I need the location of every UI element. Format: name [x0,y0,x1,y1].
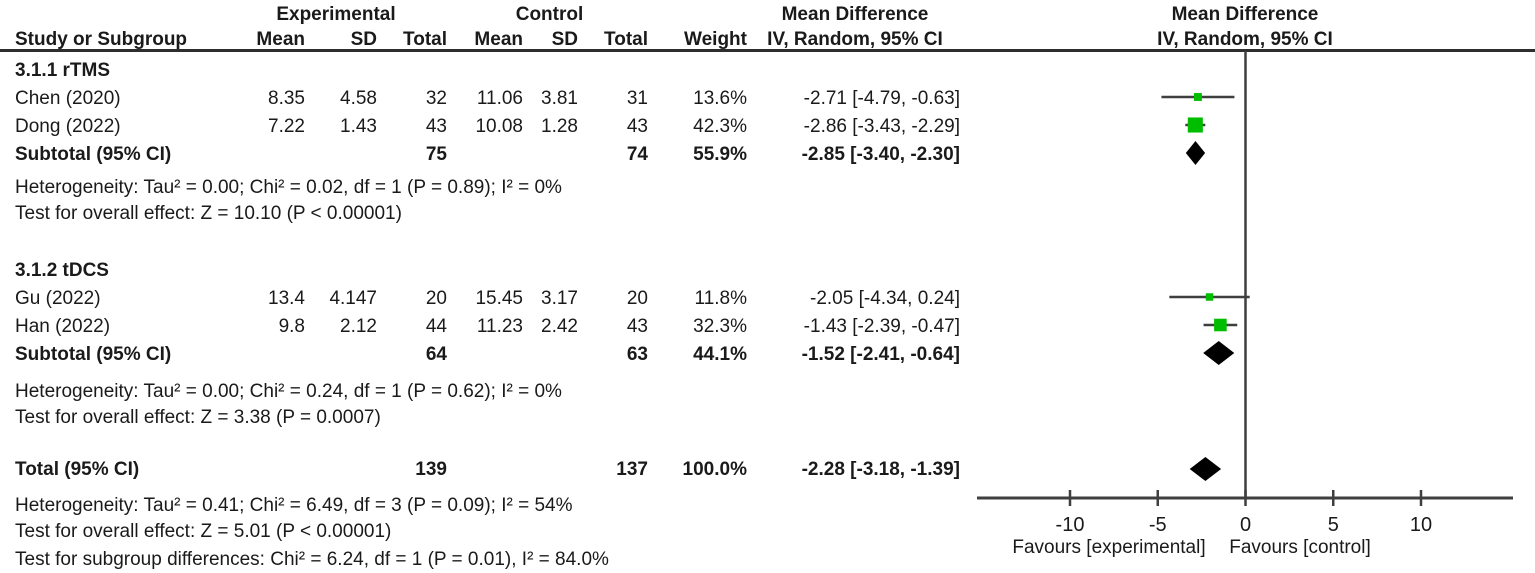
weight: 42.3% [693,116,747,137]
exp-sd: 4.58 [340,88,377,109]
exp-sd: 4.147 [329,288,377,309]
total-row: Total (95% CI) 139 137 100.0% -2.28 [-3.… [0,456,1535,484]
ctl-mean: 15.45 [475,288,523,309]
control-group-header: Control [515,4,584,25]
heterogeneity-text: Heterogeneity: Tau² = 0.00; Chi² = 0.24,… [15,381,562,402]
study-row-chen: Chen (2020) 8.35 4.58 32 11.06 3.81 31 1… [0,85,1535,113]
col-header-ctl-mean: Mean [474,29,523,50]
column-header-row: Study or Subgroup Mean SD Total Mean SD … [0,26,1535,54]
subgroup-header-tdcs: 3.1.2 tDCS [0,257,1535,285]
group-header-row: Experimental Control Mean Difference Mea… [0,1,1535,29]
exp-total: 44 [425,316,447,337]
ci-text: -2.05 [-4.34, 0.24] [810,288,960,309]
overall-effect-line-total: Test for overall effect: Z = 5.01 (P < 0… [0,518,1535,546]
exp-mean: 9.8 [278,316,305,337]
ci-text: -1.43 [-2.39, -0.47] [803,316,960,337]
study-row-dong: Dong (2022) 7.22 1.43 43 10.08 1.28 43 4… [0,113,1535,141]
subgroup-differences-text: Test for subgroup differences: Chi² = 6.… [15,549,609,570]
study-label: Chen (2020) [15,88,121,109]
exp-mean: 8.35 [268,88,305,109]
study-row-gu: Gu (2022) 13.4 4.147 20 15.45 3.17 20 11… [0,285,1535,313]
overall-effect-text: Test for overall effect: Z = 10.10 (P < … [15,203,402,224]
ctl-total: 31 [626,88,648,109]
heterogeneity-text: Heterogeneity: Tau² = 0.41; Chi² = 6.49,… [15,495,573,516]
ctl-sd: 1.28 [541,116,578,137]
heterogeneity-text: Heterogeneity: Tau² = 0.00; Chi² = 0.02,… [15,177,562,198]
subtotal-label: Subtotal (95% CI) [15,144,172,165]
ctl-total: 63 [626,344,648,365]
heterogeneity-line-total: Heterogeneity: Tau² = 0.41; Chi² = 6.49,… [0,492,1535,520]
exp-total: 75 [425,144,447,165]
ci-text: -2.28 [-3.18, -1.39] [801,459,960,480]
weight: 44.1% [693,344,747,365]
col-header-study: Study or Subgroup [15,29,188,50]
exp-total: 139 [415,459,447,480]
subgroup-differences-line: Test for subgroup differences: Chi² = 6.… [0,546,1535,573]
exp-total: 32 [425,88,447,109]
col-header-method-stats: IV, Random, 95% CI [767,29,943,50]
mean-difference-header-plot: Mean Difference [1171,4,1319,25]
col-header-ctl-sd: SD [551,29,578,50]
mean-difference-header-stats: Mean Difference [781,4,929,25]
col-header-weight: Weight [684,29,747,50]
exp-total: 20 [425,288,447,309]
col-header-exp-total: Total [403,29,447,50]
study-row-han: Han (2022) 9.8 2.12 44 11.23 2.42 43 32.… [0,313,1535,341]
subgroup-label: 3.1.1 rTMS [15,60,111,81]
study-label: Dong (2022) [15,116,121,137]
ctl-sd: 3.17 [541,288,578,309]
ci-text: -1.52 [-2.41, -0.64] [801,344,960,365]
favours-control-label: Favours [control] [1229,537,1371,558]
exp-total: 43 [425,116,447,137]
study-label: Gu (2022) [15,288,101,309]
ctl-total: 74 [626,144,648,165]
col-header-exp-mean: Mean [256,29,305,50]
heterogeneity-line-rtms: Heterogeneity: Tau² = 0.00; Chi² = 0.02,… [0,174,1535,202]
weight: 32.3% [693,316,747,337]
ctl-mean: 11.23 [476,316,523,337]
weight: 11.8% [694,288,747,309]
overall-effect-text: Test for overall effect: Z = 3.38 (P = 0… [15,407,381,428]
col-header-exp-sd: SD [350,29,377,50]
col-header-ctl-total: Total [604,29,648,50]
subtotal-row-rtms: Subtotal (95% CI) 75 74 55.9% -2.85 [-3.… [0,141,1535,169]
exp-sd: 2.12 [340,316,377,337]
subtotal-label: Subtotal (95% CI) [15,344,172,365]
exp-total: 64 [425,344,447,365]
header-divider-line [0,49,1535,52]
heterogeneity-line-tdcs: Heterogeneity: Tau² = 0.00; Chi² = 0.24,… [0,378,1535,406]
weight: 100.0% [682,459,747,480]
ci-text: -2.85 [-3.40, -2.30] [801,144,960,165]
col-header-method-plot: IV, Random, 95% CI [1157,29,1333,50]
exp-sd: 1.43 [340,116,377,137]
overall-effect-text: Test for overall effect: Z = 5.01 (P < 0… [15,521,392,542]
total-label: Total (95% CI) [15,459,140,480]
ci-text: -2.86 [-3.43, -2.29] [803,116,960,137]
overall-effect-line-tdcs: Test for overall effect: Z = 3.38 (P = 0… [0,404,1535,432]
ctl-total: 43 [626,316,648,337]
exp-mean: 7.22 [268,116,305,137]
subgroup-label: 3.1.2 tDCS [15,260,109,281]
ctl-mean: 10.08 [475,116,523,137]
ctl-sd: 2.42 [541,316,578,337]
ctl-sd: 3.81 [541,88,578,109]
overall-effect-line-rtms: Test for overall effect: Z = 10.10 (P < … [0,200,1535,228]
subtotal-row-tdcs: Subtotal (95% CI) 64 63 44.1% -1.52 [-2.… [0,341,1535,369]
exp-mean: 13.4 [268,288,305,309]
experimental-group-header: Experimental [276,4,396,25]
weight: 13.6% [693,88,747,109]
weight: 55.9% [693,144,747,165]
subgroup-header-rtms: 3.1.1 rTMS [0,57,1535,85]
ctl-mean: 11.06 [476,88,523,109]
favours-experimental-label: Favours [experimental] [1012,537,1206,558]
study-label: Han (2022) [15,316,111,337]
ctl-total: 43 [626,116,648,137]
ctl-total: 137 [616,459,648,480]
ctl-total: 20 [626,288,648,309]
ci-text: -2.71 [-4.79, -0.63] [803,88,960,109]
